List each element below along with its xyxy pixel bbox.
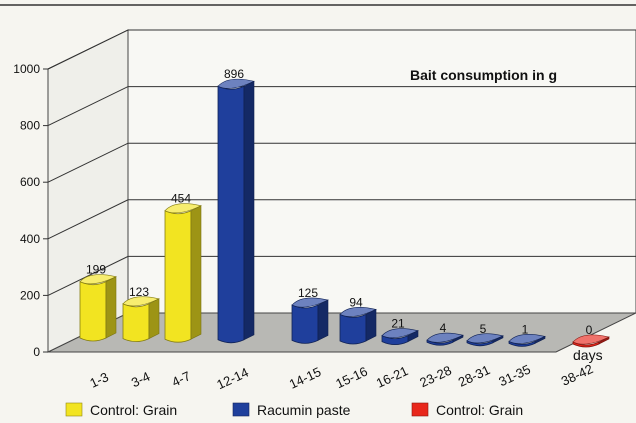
- data-label: 4: [440, 321, 447, 335]
- y-tick-label: 0: [33, 345, 40, 359]
- gridlines: [47, 29, 636, 296]
- bar-side: [598, 336, 610, 345]
- data-label: 5: [480, 322, 487, 336]
- bar-side: [105, 276, 117, 339]
- bar-front: [79, 281, 107, 342]
- bar: [339, 306, 377, 345]
- y-tick-label: 200: [20, 288, 40, 302]
- y-tick-label: 600: [20, 175, 40, 189]
- category-label: 1-3: [87, 369, 110, 391]
- data-label: 125: [298, 286, 318, 300]
- gridline: [47, 29, 636, 70]
- gridline: [47, 86, 636, 127]
- chart-title: Bait consumption in g: [410, 67, 557, 83]
- gridline: [47, 199, 636, 240]
- bar-side: [317, 299, 329, 341]
- category-label: 28-31: [456, 362, 492, 390]
- legend-label: Control: Grain: [436, 402, 523, 418]
- data-label: 123: [129, 285, 149, 299]
- data-label: 21: [391, 317, 405, 331]
- bar: [79, 274, 117, 342]
- data-label: 94: [349, 295, 363, 309]
- bar-front: [291, 304, 319, 344]
- legend-swatch: [65, 402, 83, 417]
- bar: [217, 78, 255, 344]
- bar: [122, 296, 160, 342]
- category-label: 4-7: [169, 368, 192, 390]
- y-tick-label: 800: [20, 119, 40, 133]
- bar: [426, 332, 464, 346]
- category-label: 15-16: [333, 364, 369, 392]
- category-label: 16-21: [374, 363, 410, 391]
- bar-front: [339, 313, 367, 345]
- x-axis-categories: 1-3 3-4 4-7 12-14 14-15 15-16 16-21 23-28 28-31 3…: [87, 361, 595, 392]
- data-label: 1: [522, 322, 529, 336]
- data-label: 199: [86, 263, 106, 277]
- bar-side: [534, 335, 546, 344]
- legend-label: Control: Grain: [90, 402, 177, 418]
- data-label: 454: [171, 192, 191, 206]
- bars: [79, 78, 610, 348]
- bar: [291, 297, 329, 344]
- category-label: 38-42: [559, 361, 595, 389]
- bar: [508, 333, 546, 347]
- bar: [572, 334, 610, 348]
- bar-side: [148, 298, 160, 340]
- bar-side: [452, 334, 464, 343]
- bar: [466, 333, 504, 347]
- category-label: 12-14: [214, 365, 250, 393]
- legend-label: Racumin paste: [257, 402, 351, 418]
- bar-front: [164, 210, 192, 343]
- bar-side: [190, 205, 202, 340]
- gridline: [47, 142, 636, 183]
- category-label: 31-35: [496, 362, 532, 390]
- bar-side: [492, 335, 504, 344]
- bar-side: [407, 330, 419, 343]
- back-wall: [127, 29, 636, 314]
- legend: Control: Grain Racumin paste Control: Grai…: [65, 402, 523, 418]
- legend-swatch: [232, 402, 250, 417]
- legend-swatch: [411, 402, 429, 417]
- bar: [164, 203, 202, 343]
- bar-side: [243, 80, 255, 341]
- y-tick-label: 1000: [13, 62, 40, 76]
- category-label: 3-4: [129, 369, 152, 391]
- y-tick-label: 400: [20, 232, 40, 246]
- y-axis-ticks: 0 200 400 600 800 1000: [13, 62, 48, 359]
- bar-side: [365, 308, 377, 342]
- data-label: 896: [224, 67, 244, 81]
- bar-front: [122, 303, 150, 342]
- gridline: [47, 255, 636, 296]
- data-labels: 199 123 454 896 125 94 21 4 5 1 0: [86, 67, 593, 337]
- category-label: 14-15: [287, 364, 323, 392]
- x-axis-label: days: [573, 347, 603, 363]
- bar-front: [217, 85, 245, 344]
- category-label: 23-28: [417, 363, 453, 391]
- bar: [381, 328, 419, 345]
- data-label: 0: [586, 323, 593, 337]
